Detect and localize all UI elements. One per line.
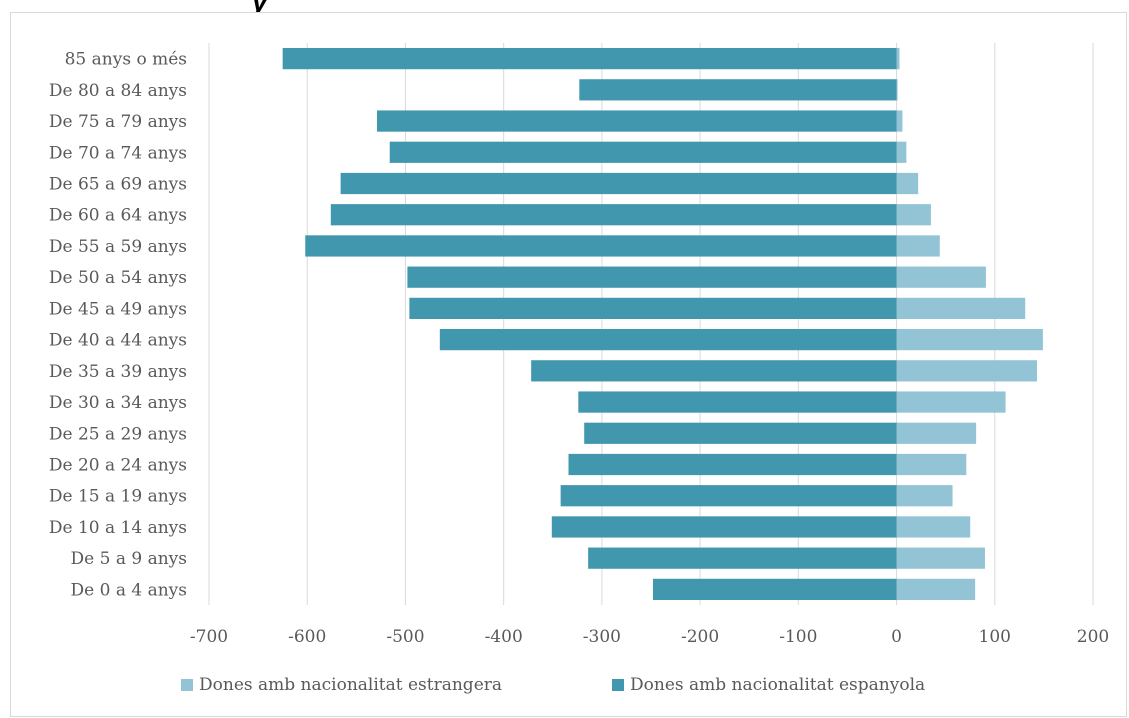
bar-estrangera xyxy=(896,453,967,476)
bar-espanyola xyxy=(531,360,897,382)
bar-estrangera xyxy=(896,360,1038,382)
category-label: De 35 a 39 anys xyxy=(49,362,187,382)
category-label: De 70 a 74 anys xyxy=(49,143,187,163)
category-label: De 75 a 79 anys xyxy=(49,112,187,132)
bar-estrangera xyxy=(896,422,977,444)
bar-estrangera xyxy=(896,204,931,226)
category-axis: 85 anys o més De 80 a 84 anys De 75 a 79 a… xyxy=(49,50,187,601)
bar-estrangera xyxy=(896,391,1006,413)
category-label: De 0 a 4 anys xyxy=(71,580,188,600)
bar-espanyola xyxy=(340,172,897,195)
bar-espanyola xyxy=(588,547,897,569)
category-label: 85 anys o més xyxy=(65,50,187,70)
category-label: De 45 a 49 anys xyxy=(49,299,187,319)
legend-swatch xyxy=(181,679,193,691)
category-label: De 50 a 54 anys xyxy=(49,268,187,288)
x-tick-label: 100 xyxy=(979,627,1011,647)
bar-estrangera xyxy=(896,328,1043,351)
bar-espanyola xyxy=(282,47,897,70)
bar-espanyola xyxy=(652,578,897,601)
legend: Dones amb nacionalitat estrangera Dones a… xyxy=(181,675,925,695)
bar-espanyola xyxy=(568,453,897,476)
category-label: De 25 a 29 anys xyxy=(49,424,187,444)
bar-espanyola xyxy=(376,110,897,132)
bars xyxy=(282,47,1043,601)
legend-label: Dones amb nacionalitat estrangera xyxy=(199,675,502,695)
bar-espanyola xyxy=(389,141,897,163)
value-axis: -700 -600 -500 -400 -300 -200 -100 0 100 200 xyxy=(190,627,1109,647)
bar-espanyola xyxy=(579,79,897,101)
category-label: De 15 a 19 anys xyxy=(49,487,187,507)
category-label: De 40 a 44 anys xyxy=(49,331,187,351)
bar-espanyola xyxy=(305,235,897,257)
bar-estrangera xyxy=(896,516,971,538)
bar-estrangera xyxy=(896,235,940,257)
bar-estrangera xyxy=(896,110,903,132)
bar-espanyola xyxy=(560,485,897,507)
bar-estrangera xyxy=(896,266,986,288)
x-tick-label: -400 xyxy=(485,627,523,647)
x-tick-label: -200 xyxy=(681,627,719,647)
x-tick-label: -500 xyxy=(386,627,424,647)
category-label: De 10 a 14 anys xyxy=(49,518,187,538)
legend-label: Dones amb nacionalitat espanyola xyxy=(630,675,925,695)
bar-espanyola xyxy=(578,391,897,413)
category-label: De 80 a 84 anys xyxy=(49,81,187,101)
x-tick-label: -700 xyxy=(190,627,228,647)
bar-espanyola xyxy=(409,297,897,320)
bar-estrangera xyxy=(896,79,898,101)
bar-estrangera xyxy=(896,172,919,195)
bar-espanyola xyxy=(439,328,897,351)
gridlines xyxy=(208,43,1094,605)
x-tick-label: -300 xyxy=(583,627,621,647)
x-tick-label: -600 xyxy=(288,627,326,647)
bar-estrangera xyxy=(896,547,985,569)
category-label: De 55 a 59 anys xyxy=(49,237,187,257)
x-tick-label: 0 xyxy=(891,627,902,647)
category-label: De 60 a 64 anys xyxy=(49,206,187,226)
bar-estrangera xyxy=(896,578,976,601)
category-label: De 5 a 9 anys xyxy=(71,549,188,569)
category-label: De 30 a 34 anys xyxy=(49,393,187,413)
bar-estrangera xyxy=(896,297,1026,320)
bar-espanyola xyxy=(584,422,897,444)
bar-estrangera xyxy=(896,485,953,507)
legend-swatch xyxy=(612,679,624,691)
title-glyph-fragment: y xyxy=(252,0,268,12)
bar-estrangera xyxy=(896,141,907,163)
bar-espanyola xyxy=(551,516,897,538)
bar-espanyola xyxy=(407,266,897,288)
category-label: De 20 a 24 anys xyxy=(49,456,187,476)
x-tick-label: 200 xyxy=(1077,627,1109,647)
bar-estrangera xyxy=(896,47,900,70)
x-tick-label: -100 xyxy=(779,627,817,647)
title-remnant: y xyxy=(0,0,1129,12)
category-label: De 65 a 69 anys xyxy=(49,175,187,195)
bar-espanyola xyxy=(330,204,897,226)
